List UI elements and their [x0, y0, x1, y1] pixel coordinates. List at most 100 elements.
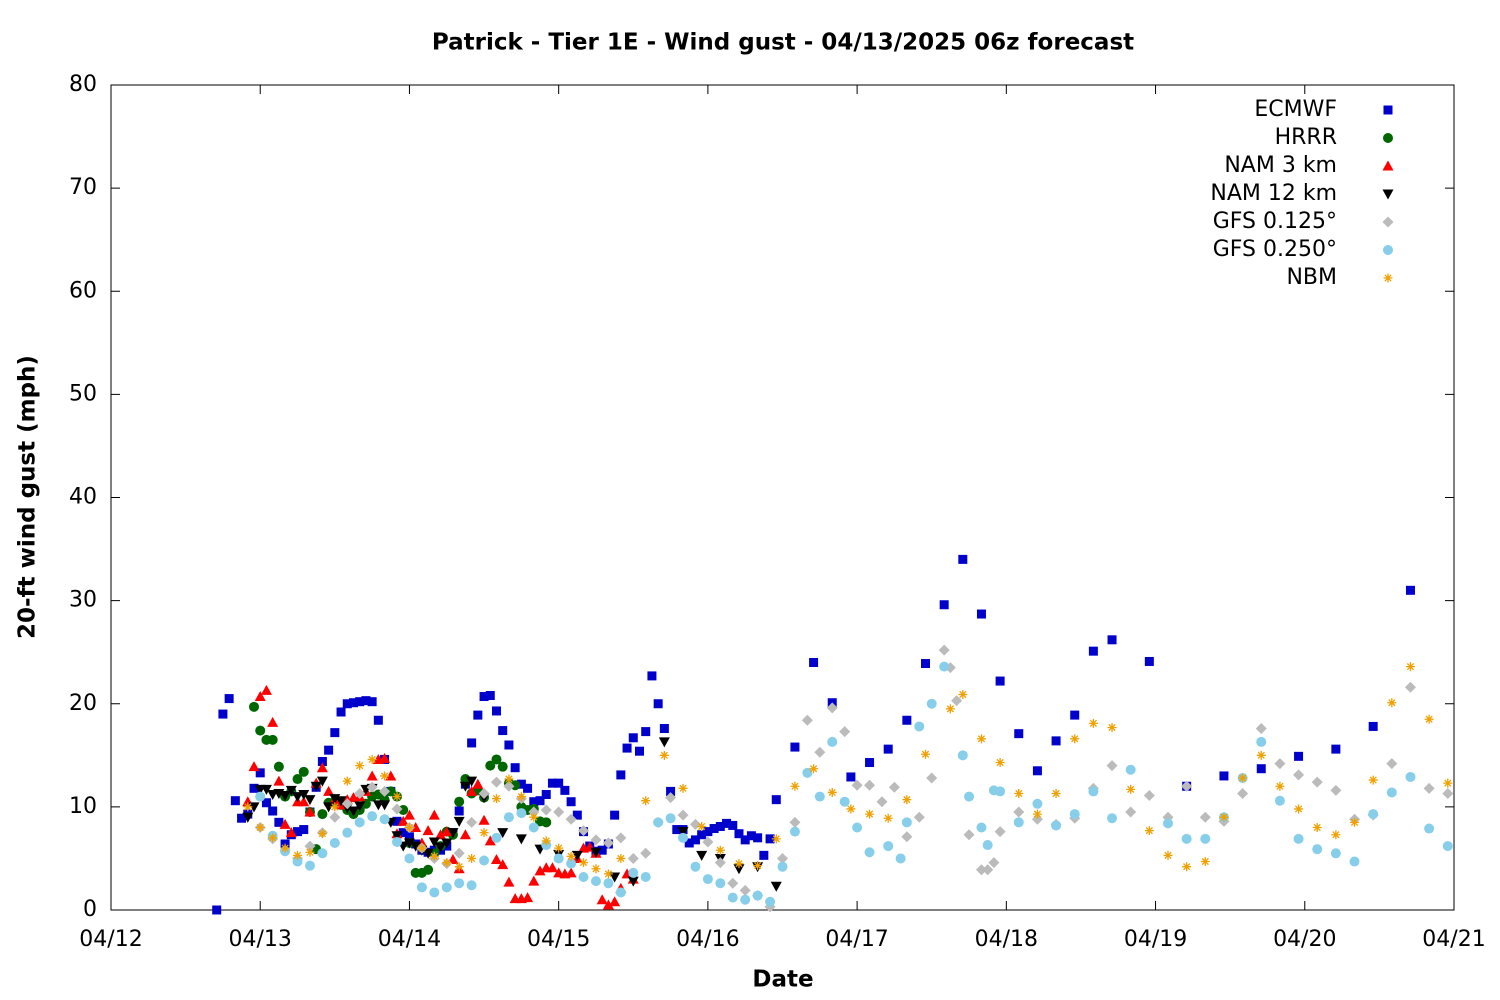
point — [1051, 788, 1061, 798]
point — [1368, 721, 1378, 731]
point — [467, 738, 477, 748]
point — [722, 818, 732, 828]
point — [429, 851, 439, 861]
legend-label: NAM 12 km — [1210, 181, 1337, 206]
point — [883, 744, 893, 754]
point — [473, 710, 483, 720]
point — [609, 896, 621, 907]
point — [789, 826, 800, 837]
point — [466, 776, 478, 787]
point — [398, 828, 408, 838]
point — [279, 791, 291, 802]
point — [846, 804, 856, 814]
point — [566, 851, 576, 861]
point — [777, 852, 788, 864]
point — [628, 867, 639, 878]
point — [479, 828, 489, 838]
legend-marker — [1382, 160, 1394, 171]
point — [510, 763, 520, 773]
point — [976, 734, 986, 744]
point — [1070, 710, 1080, 720]
point — [1181, 833, 1192, 844]
point — [865, 758, 875, 768]
point — [839, 726, 851, 738]
legend-label: NBM — [1286, 265, 1337, 290]
point — [491, 794, 501, 804]
y-tick-label: 0 — [83, 897, 97, 922]
point — [790, 781, 800, 791]
point — [1349, 856, 1360, 867]
point — [1143, 790, 1155, 802]
point — [447, 853, 459, 864]
point — [1014, 729, 1024, 739]
point — [279, 818, 291, 829]
point — [380, 771, 390, 781]
point — [677, 827, 689, 838]
point — [727, 877, 739, 889]
point — [255, 768, 265, 778]
point — [1032, 798, 1043, 809]
point — [615, 832, 627, 844]
point — [1107, 813, 1118, 824]
point — [316, 762, 328, 773]
point — [485, 691, 495, 700]
point — [336, 707, 346, 717]
point — [597, 845, 607, 855]
point — [292, 856, 303, 867]
point — [255, 725, 266, 736]
point — [1200, 833, 1211, 844]
point — [454, 796, 465, 807]
point — [728, 820, 738, 830]
point — [1275, 781, 1285, 791]
y-tick-label: 60 — [69, 278, 97, 303]
point — [665, 792, 677, 804]
point — [316, 776, 328, 787]
point — [777, 861, 788, 872]
point — [1424, 714, 1434, 724]
point — [659, 750, 669, 760]
point — [1125, 806, 1137, 818]
point — [317, 757, 327, 766]
point — [298, 766, 309, 777]
point — [478, 787, 490, 799]
point — [459, 781, 471, 792]
point — [1405, 585, 1415, 595]
point — [579, 858, 589, 868]
point — [541, 836, 551, 846]
point — [1051, 736, 1061, 746]
point — [759, 850, 769, 860]
point — [864, 847, 875, 858]
point — [435, 842, 447, 853]
point — [1255, 723, 1267, 734]
point — [677, 809, 689, 821]
point — [590, 876, 601, 887]
point — [379, 800, 391, 811]
point — [335, 796, 347, 807]
point — [640, 847, 652, 859]
point — [1088, 786, 1099, 797]
point — [901, 817, 912, 828]
point — [1256, 736, 1267, 747]
point — [224, 694, 234, 704]
point — [410, 841, 422, 852]
point — [310, 781, 322, 792]
point — [958, 689, 968, 699]
point — [560, 785, 570, 795]
legend-marker — [1383, 105, 1393, 115]
point — [528, 875, 540, 886]
point — [814, 746, 826, 758]
point — [503, 812, 514, 823]
point — [553, 853, 564, 864]
point — [610, 810, 620, 820]
point — [273, 775, 285, 786]
point — [734, 859, 744, 869]
x-tick-label: 04/14 — [378, 927, 441, 952]
point — [603, 878, 614, 889]
point — [541, 790, 551, 799]
point — [616, 853, 626, 863]
point — [1405, 662, 1415, 672]
point — [958, 554, 968, 564]
point — [1219, 771, 1229, 781]
point — [827, 787, 837, 797]
point — [403, 809, 415, 820]
